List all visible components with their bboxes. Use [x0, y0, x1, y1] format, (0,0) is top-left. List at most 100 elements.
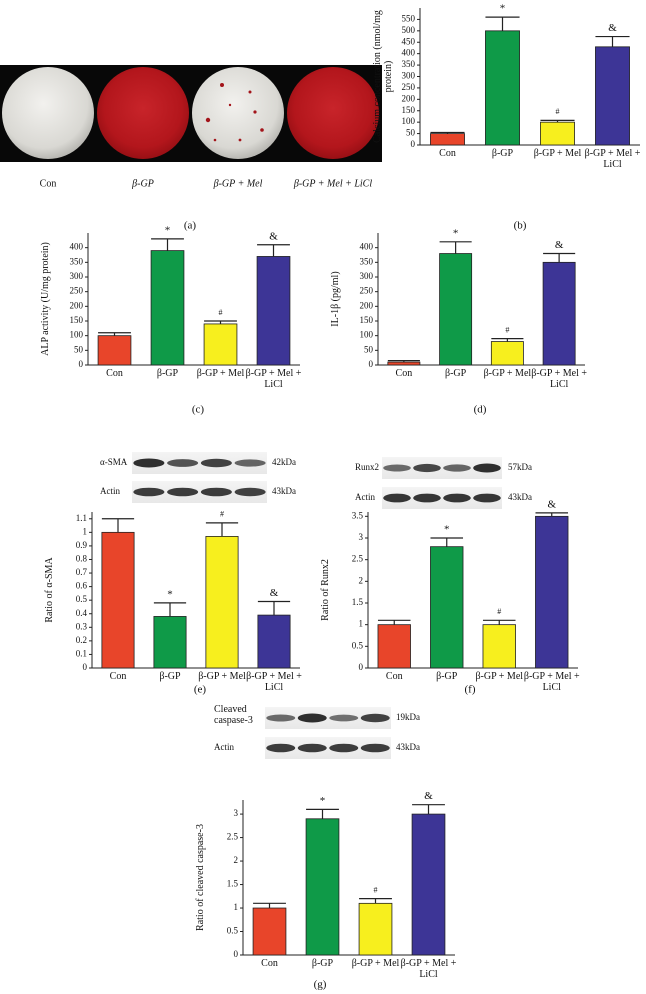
bar — [430, 133, 465, 146]
blot-background — [382, 457, 502, 479]
bar — [490, 341, 524, 366]
y-tick-label: 350 — [360, 256, 374, 266]
well-photo — [2, 67, 94, 159]
bar — [101, 531, 135, 669]
significance-mark: # — [556, 107, 560, 116]
blot-label: Cleaved caspase-3 — [214, 704, 253, 726]
y-tick-label: 400 — [402, 48, 416, 58]
y-tick-label: 100 — [402, 116, 416, 126]
y-tick-label: 3 — [359, 532, 364, 542]
panel-label: (d) — [474, 404, 487, 416]
bar — [377, 624, 411, 669]
y-axis-title-box: Ratio of Runx2 — [320, 559, 331, 621]
x-tick-label-box: β-GP — [159, 671, 181, 682]
bar — [411, 813, 446, 956]
y-axis-title: Ratio of cleaved caspase-3 — [195, 824, 206, 931]
blot-band — [383, 464, 411, 472]
bar — [430, 546, 464, 669]
x-tick-label-box: β-GP + Mel + LiCl — [246, 671, 302, 693]
x-tick-label: β-GP — [445, 368, 467, 379]
bar — [485, 30, 520, 146]
well-photo — [97, 67, 189, 159]
y-tick-label: 1.5 — [352, 597, 364, 607]
significance-mark: # — [374, 885, 378, 894]
significance-mark: * — [167, 588, 173, 600]
bar — [153, 616, 187, 669]
well-photo — [192, 67, 284, 159]
x-tick-label: β-GP — [159, 671, 181, 682]
error-bar — [205, 522, 239, 537]
bar — [439, 253, 473, 366]
panel-label: (f) — [465, 684, 476, 696]
y-tick-label: 1 — [359, 619, 364, 629]
y-tick-label: 50 — [74, 344, 84, 354]
blot-band — [443, 493, 471, 503]
well-photo — [287, 67, 379, 159]
blot-band — [133, 458, 165, 468]
y-axis-title-box: Ratio of α-SMA — [44, 557, 55, 622]
x-tick-label-box: Con — [110, 671, 127, 682]
error-bar — [359, 898, 392, 904]
error-bar — [257, 600, 291, 616]
y-tick-label: 300 — [402, 71, 416, 81]
y-tick-label: 2.5 — [352, 554, 364, 564]
x-tick-label: β-GP + Mel — [196, 368, 245, 379]
x-tick-label: β-GP + Mel — [198, 671, 246, 682]
blot-band — [443, 464, 471, 472]
significance-mark: & — [270, 587, 279, 599]
blot-size: 43kDa — [508, 492, 532, 502]
y-axis-title-box: Ratio of cleaved caspase-3 — [195, 824, 206, 931]
blot-band — [200, 487, 232, 497]
significance-mark: # — [219, 308, 223, 317]
error-bar — [387, 360, 420, 363]
y-axis-title-box: IL-1β (pg/ml) — [330, 271, 341, 327]
y-tick-label: 400 — [70, 242, 84, 252]
blot-band — [167, 487, 199, 497]
y-tick-label: 0.2 — [76, 635, 87, 645]
y-tick-label: 150 — [402, 105, 416, 115]
x-tick-label: β-GP — [311, 958, 334, 969]
y-tick-label: 200 — [70, 300, 84, 310]
y-tick-label: 250 — [360, 286, 374, 296]
y-tick-label: 0.3 — [76, 621, 88, 631]
y-tick-label: 50 — [406, 128, 416, 138]
x-tick-label-box: β-GP + Mel — [534, 148, 582, 159]
y-tick-label: 1 — [83, 526, 88, 536]
blot-band — [413, 493, 441, 503]
blot-band — [266, 743, 296, 753]
y-tick-label: 300 — [70, 271, 84, 281]
y-tick-label: 300 — [360, 271, 374, 281]
blot-band — [297, 743, 327, 753]
x-tick-label-box: Con — [386, 671, 403, 682]
significance-mark: & — [547, 498, 556, 510]
x-tick-label-box: Con — [396, 368, 413, 379]
blot-band — [329, 743, 359, 753]
x-tick-label: Con — [439, 148, 456, 159]
y-tick-label: 550 — [402, 13, 416, 23]
x-tick-label-box: β-GP + Mel + LiCl — [246, 368, 302, 390]
x-tick-label-box: β-GP + Mel — [484, 368, 532, 379]
error-bar — [535, 512, 569, 517]
y-tick-label: 0 — [359, 662, 364, 672]
x-tick-label-box: β-GP — [157, 368, 178, 379]
y-tick-label: 2 — [234, 855, 239, 865]
y-axis-title: IL-1β (pg/ml) — [330, 271, 341, 327]
error-bar — [482, 619, 516, 625]
significance-mark: * — [500, 3, 506, 15]
y-tick-label: 450 — [402, 36, 416, 46]
blot-size: 19kDa — [396, 712, 420, 722]
x-tick-label: β-GP + Mel + LiCl — [584, 148, 641, 170]
x-tick-label-box: β-GP + Mel — [198, 671, 246, 682]
photo-caption: β-GP + Mel — [213, 178, 263, 189]
error-bar — [377, 619, 411, 625]
y-tick-label: 350 — [70, 256, 84, 266]
significance-mark: & — [608, 22, 617, 34]
y-tick-label: 150 — [360, 315, 374, 325]
blot-background — [132, 481, 267, 503]
y-tick-label: 250 — [402, 82, 416, 92]
y-tick-label: 0.5 — [352, 640, 364, 650]
y-tick-label: 0.1 — [76, 648, 87, 658]
bar — [97, 335, 132, 366]
y-tick-label: 0 — [83, 662, 88, 672]
error-bar — [540, 119, 575, 123]
